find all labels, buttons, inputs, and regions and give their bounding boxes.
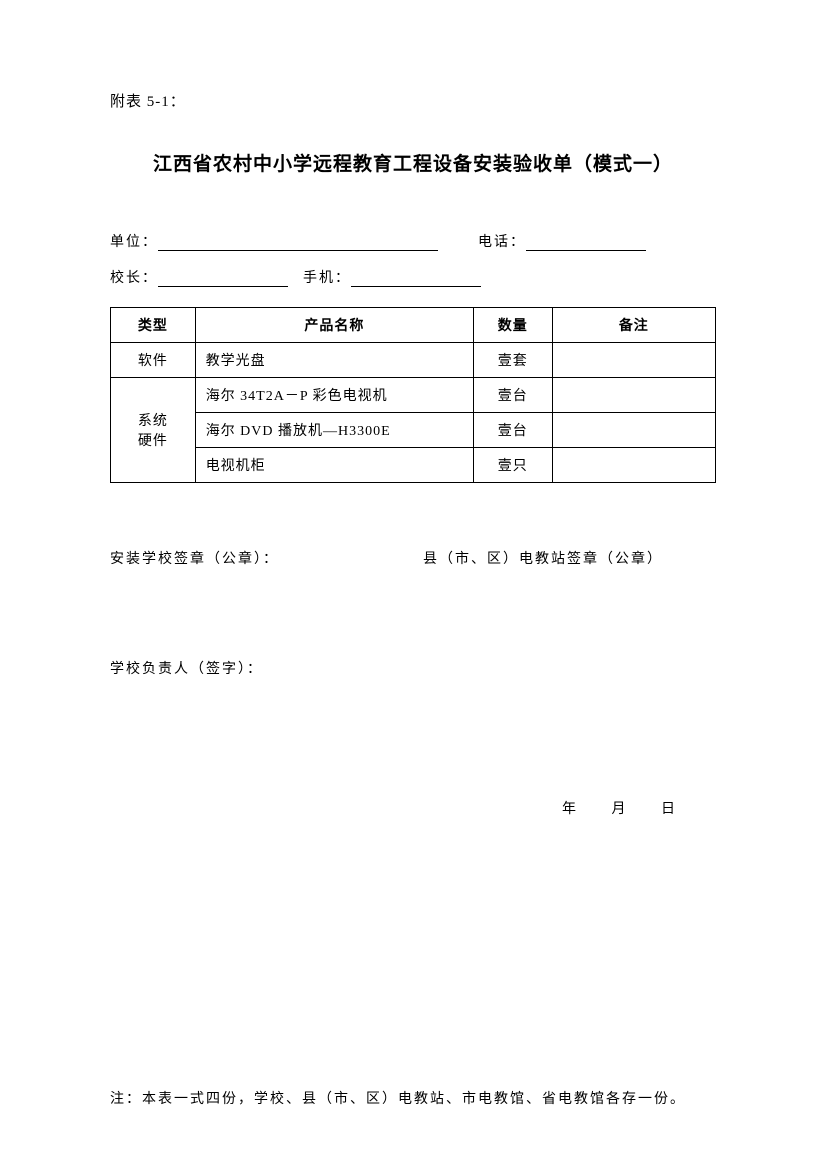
cell-name: 电视机柜 xyxy=(195,448,473,483)
principal-label: 校长： xyxy=(110,267,158,287)
cell-type-group: 系统 硬件 xyxy=(111,378,196,483)
header-label: 附表 5-1： xyxy=(110,90,716,111)
info-row-2: 校长： 手机： xyxy=(110,267,716,287)
cell-note xyxy=(552,448,715,483)
county-seal-label: 县（市、区）电教站签章（公章） xyxy=(403,548,716,568)
header-name: 产品名称 xyxy=(195,308,473,343)
mobile-field: 手机： xyxy=(303,267,481,287)
cell-type: 软件 xyxy=(111,343,196,378)
cell-note xyxy=(552,413,715,448)
cell-note xyxy=(552,343,715,378)
signature-row: 安装学校签章（公章）： 县（市、区）电教站签章（公章） xyxy=(110,548,716,568)
day-label: 日 xyxy=(661,802,676,817)
cell-qty: 壹台 xyxy=(473,378,552,413)
cell-name: 海尔 34T2A－P 彩色电视机 xyxy=(195,378,473,413)
table-row: 电视机柜 壹只 xyxy=(111,448,716,483)
cell-name: 海尔 DVD 播放机—H3300E xyxy=(195,413,473,448)
phone-label: 电话： xyxy=(478,231,526,251)
date-row: 年 月 日 xyxy=(110,798,716,818)
mobile-underline xyxy=(351,269,481,287)
phone-underline xyxy=(526,233,646,251)
cell-qty: 壹只 xyxy=(473,448,552,483)
cell-qty: 壹套 xyxy=(473,343,552,378)
unit-field: 单位： xyxy=(110,231,438,251)
equipment-table: 类型 产品名称 数量 备注 软件 教学光盘 壹套 系统 硬件 海尔 34T2A－… xyxy=(110,307,716,483)
year-label: 年 xyxy=(562,802,577,817)
header-qty: 数量 xyxy=(473,308,552,343)
header-type: 类型 xyxy=(111,308,196,343)
table-row: 软件 教学光盘 壹套 xyxy=(111,343,716,378)
group-line2: 硬件 xyxy=(138,434,168,449)
info-row-1: 单位： 电话： xyxy=(110,231,716,251)
table-header-row: 类型 产品名称 数量 备注 xyxy=(111,308,716,343)
month-label: 月 xyxy=(612,802,627,817)
mobile-label: 手机： xyxy=(303,267,351,287)
unit-label: 单位： xyxy=(110,231,158,251)
group-line1: 系统 xyxy=(138,414,168,429)
unit-underline xyxy=(158,233,438,251)
school-seal-label: 安装学校签章（公章）： xyxy=(110,548,403,568)
principal-underline xyxy=(158,269,288,287)
cell-qty: 壹台 xyxy=(473,413,552,448)
phone-field: 电话： xyxy=(478,231,646,251)
principal-signature-label: 学校负责人（签字）： xyxy=(110,658,716,678)
cell-note xyxy=(552,378,715,413)
table-row: 海尔 DVD 播放机—H3300E 壹台 xyxy=(111,413,716,448)
header-note: 备注 xyxy=(552,308,715,343)
table-row: 系统 硬件 海尔 34T2A－P 彩色电视机 壹台 xyxy=(111,378,716,413)
cell-name: 教学光盘 xyxy=(195,343,473,378)
principal-field: 校长： xyxy=(110,267,288,287)
footnote: 注：本表一式四份，学校、县（市、区）电教站、市电教馆、省电教馆各存一份。 xyxy=(110,1088,716,1108)
document-title: 江西省农村中小学远程教育工程设备安装验收单（模式一） xyxy=(110,149,716,176)
